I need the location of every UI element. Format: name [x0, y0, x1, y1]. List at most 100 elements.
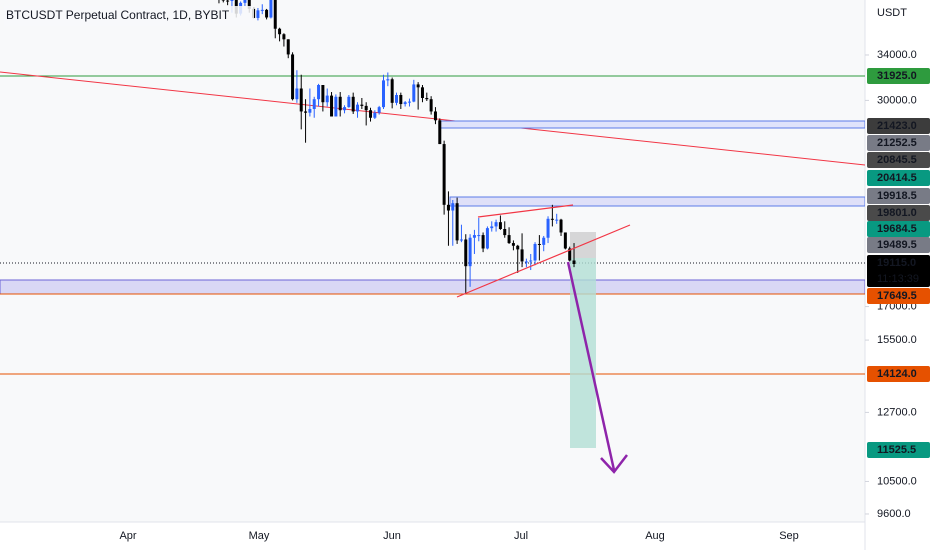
candle-body: [572, 260, 576, 264]
candle-body: [442, 144, 446, 205]
price-badge-label: 21252.5: [877, 137, 917, 149]
candle-body: [399, 94, 403, 105]
price-badge: [867, 237, 930, 253]
candle-body: [273, 0, 277, 29]
candle-body: [459, 239, 463, 241]
candle-body: [472, 235, 476, 238]
price-badge: [867, 366, 930, 382]
candle-body: [325, 95, 329, 103]
candle-body: [533, 243, 537, 261]
chart-title: BTCUSDT Perpetual Contract, 1D, BYBIT: [6, 8, 230, 22]
candle-body: [516, 245, 520, 250]
candle-body: [291, 54, 295, 100]
candle-body: [416, 84, 420, 88]
candle-body: [490, 226, 494, 229]
y-tick-label: 10500.0: [877, 475, 917, 487]
zone: [0, 279, 865, 295]
zone: [449, 196, 865, 207]
price-badge: [867, 188, 930, 204]
candle-body: [265, 9, 269, 18]
candle-body: [260, 9, 264, 11]
candle-body: [347, 96, 351, 108]
candle-body: [498, 222, 502, 229]
price-badge: [867, 205, 930, 221]
price-badge-label: 19489.5: [877, 239, 917, 251]
price-badge-label: 31925.0: [877, 70, 917, 82]
price-badge-label: 21423.0: [877, 120, 917, 132]
y-tick-label: 30000.0: [877, 94, 917, 106]
candle-body: [446, 204, 450, 211]
candle-body: [425, 97, 429, 100]
price-badge: [867, 135, 930, 151]
y-tick-label: 15500.0: [877, 334, 917, 346]
x-tick-label: Jun: [383, 530, 401, 542]
price-badge: [867, 170, 930, 186]
title-background: [4, 6, 254, 26]
candles: [218, 0, 576, 294]
candle-body: [520, 249, 524, 262]
candle-body: [420, 87, 424, 98]
x-tick-label: May: [249, 530, 270, 542]
price-badge-label: 11525.5: [877, 444, 916, 456]
candle-body: [481, 235, 485, 249]
candle-body: [412, 84, 416, 102]
price-badge-label: 17649.5: [877, 290, 917, 302]
price-badge-label: 20414.5: [877, 172, 917, 184]
candle-body: [477, 235, 481, 237]
candle-body: [386, 79, 390, 81]
candle-body: [403, 102, 407, 105]
candle-body: [503, 228, 507, 236]
candle-body: [282, 34, 286, 40]
candle-body: [550, 218, 554, 220]
candle-body: [568, 248, 572, 261]
candle-body: [269, 0, 273, 18]
price-badge: [867, 118, 930, 134]
candle-body: [407, 101, 411, 103]
y-tick-label: 9600.0: [877, 508, 911, 520]
y-tick-label: 12700.0: [877, 406, 917, 418]
candle-body: [356, 104, 360, 112]
candle-body: [373, 112, 377, 118]
candle-body: [438, 120, 442, 145]
countdown: 11:13:39: [877, 273, 919, 285]
candle-body: [226, 0, 230, 2]
candle-body: [334, 96, 338, 117]
candle-body: [429, 99, 433, 112]
price-badge-label: 19115.0: [877, 257, 916, 269]
candle-body: [390, 79, 394, 103]
candle-body: [364, 105, 368, 111]
candle-body: [433, 111, 437, 121]
price-badge: [867, 68, 930, 84]
candle-body: [221, 0, 225, 1]
candle-body: [295, 88, 299, 100]
candle-body: [563, 232, 567, 249]
candle-body: [464, 239, 468, 267]
candle-body: [351, 96, 355, 112]
candle-body: [524, 261, 528, 263]
x-tick-label: Jul: [514, 530, 528, 542]
candle-body: [308, 108, 312, 113]
wedge-line: [477, 204, 574, 218]
candle-body: [485, 228, 489, 249]
candle-body: [312, 99, 316, 109]
candle-body: [360, 104, 364, 106]
arrow: [566, 261, 616, 471]
price-badge: [867, 255, 930, 287]
candle-body: [256, 10, 260, 18]
plot-background: [0, 0, 865, 522]
candle-body: [382, 80, 385, 108]
x-tick-label: Aug: [645, 530, 665, 542]
trend-line: [0, 71, 865, 166]
price-badge-label: 19918.5: [877, 190, 917, 202]
candle-body: [494, 222, 498, 227]
wedge-line: [456, 224, 631, 298]
candle-body: [559, 219, 563, 233]
price-badge-label: 14124.0: [877, 368, 917, 380]
price-badge: [867, 442, 930, 458]
arrow-head: [600, 454, 628, 474]
candle-body: [304, 111, 308, 113]
candle-body: [537, 243, 541, 245]
price-badge-label: 20845.5: [877, 154, 917, 166]
candle-body: [377, 107, 381, 113]
y-tick-label: 34000.0: [877, 49, 917, 61]
